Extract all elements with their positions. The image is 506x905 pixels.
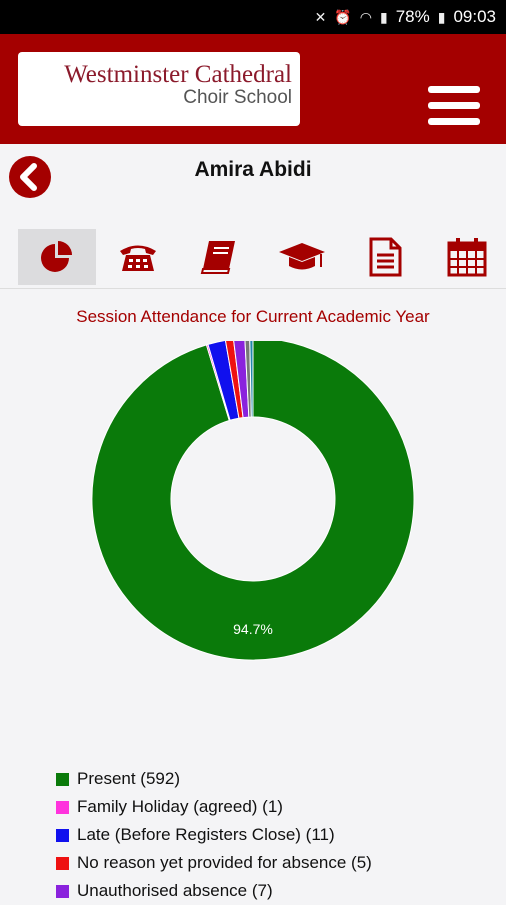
attendance-donut-chart: 94.7% xyxy=(91,337,415,661)
tab-calendar[interactable] xyxy=(428,229,506,285)
legend-item[interactable]: Unauthorised absence (7) xyxy=(56,877,372,905)
legend-item[interactable]: Present (592) xyxy=(56,765,372,793)
menu-bar xyxy=(428,118,480,125)
clock: 09:03 xyxy=(453,7,496,26)
legend-swatch xyxy=(56,856,69,870)
legend-swatch xyxy=(56,884,69,898)
menu-bar xyxy=(428,86,480,93)
mute-icon: ✕ xyxy=(314,8,327,25)
legend-label: Late (Before Registers Close) (11) xyxy=(77,825,335,844)
graduation-cap-icon xyxy=(279,243,325,270)
page-title: Amira Abidi xyxy=(194,158,312,181)
tab-document[interactable] xyxy=(346,229,424,285)
tab-contacts[interactable] xyxy=(99,229,177,285)
battery-icon: ▮ xyxy=(437,8,446,25)
tab-book[interactable] xyxy=(180,229,258,285)
app-header: Westminster Cathedral Choir School xyxy=(0,34,506,144)
legend-label: Unauthorised absence (7) xyxy=(77,881,273,900)
attendance-chart: 94.7% xyxy=(0,337,506,721)
slice-percent-label: 94.7% xyxy=(233,621,273,637)
legend-item[interactable]: No reason yet provided for absence (5) xyxy=(56,849,372,877)
telephone-icon xyxy=(120,245,156,271)
legend-swatch xyxy=(56,828,69,842)
title-row: Amira Abidi xyxy=(0,144,506,214)
legend-swatch xyxy=(56,772,69,786)
status-bar: ✕ ⏰ ◠ ▮ 78% ▮ 09:03 xyxy=(0,0,506,34)
logo-line2: Choir School xyxy=(183,87,292,108)
chevron-left-icon xyxy=(20,163,37,191)
legend-label: No reason yet provided for absence (5) xyxy=(77,853,372,872)
document-icon xyxy=(369,237,402,277)
legend-item[interactable]: Late (Before Registers Close) (11) xyxy=(56,821,372,849)
alarm-icon: ⏰ xyxy=(334,8,352,25)
legend-swatch xyxy=(56,800,69,814)
menu-bar xyxy=(428,102,480,109)
legend-item[interactable]: Family Holiday (agreed) (1) xyxy=(56,793,372,821)
calendar-icon xyxy=(447,238,487,277)
school-logo[interactable]: Westminster Cathedral Choir School xyxy=(18,52,300,126)
chart-title: Session Attendance for Current Academic … xyxy=(76,307,430,326)
section-tabs xyxy=(0,229,506,289)
pie-slice-0[interactable] xyxy=(91,337,415,661)
tab-attendance[interactable] xyxy=(18,229,96,285)
wifi-icon: ◠ xyxy=(359,8,372,25)
signal-icon: ▮ xyxy=(379,8,388,25)
tab-education[interactable] xyxy=(263,229,341,285)
book-icon xyxy=(200,241,235,274)
logo-line1: Westminster Cathedral xyxy=(64,61,292,88)
battery-level: 78% xyxy=(395,7,430,26)
hamburger-menu-button[interactable] xyxy=(428,86,480,130)
chart-legend: Present (592) Family Holiday (agreed) (1)… xyxy=(56,765,372,905)
legend-label: Present (592) xyxy=(77,769,180,788)
back-button[interactable] xyxy=(9,156,51,198)
legend-label: Family Holiday (agreed) (1) xyxy=(77,797,283,816)
pie-chart-icon xyxy=(41,241,72,272)
